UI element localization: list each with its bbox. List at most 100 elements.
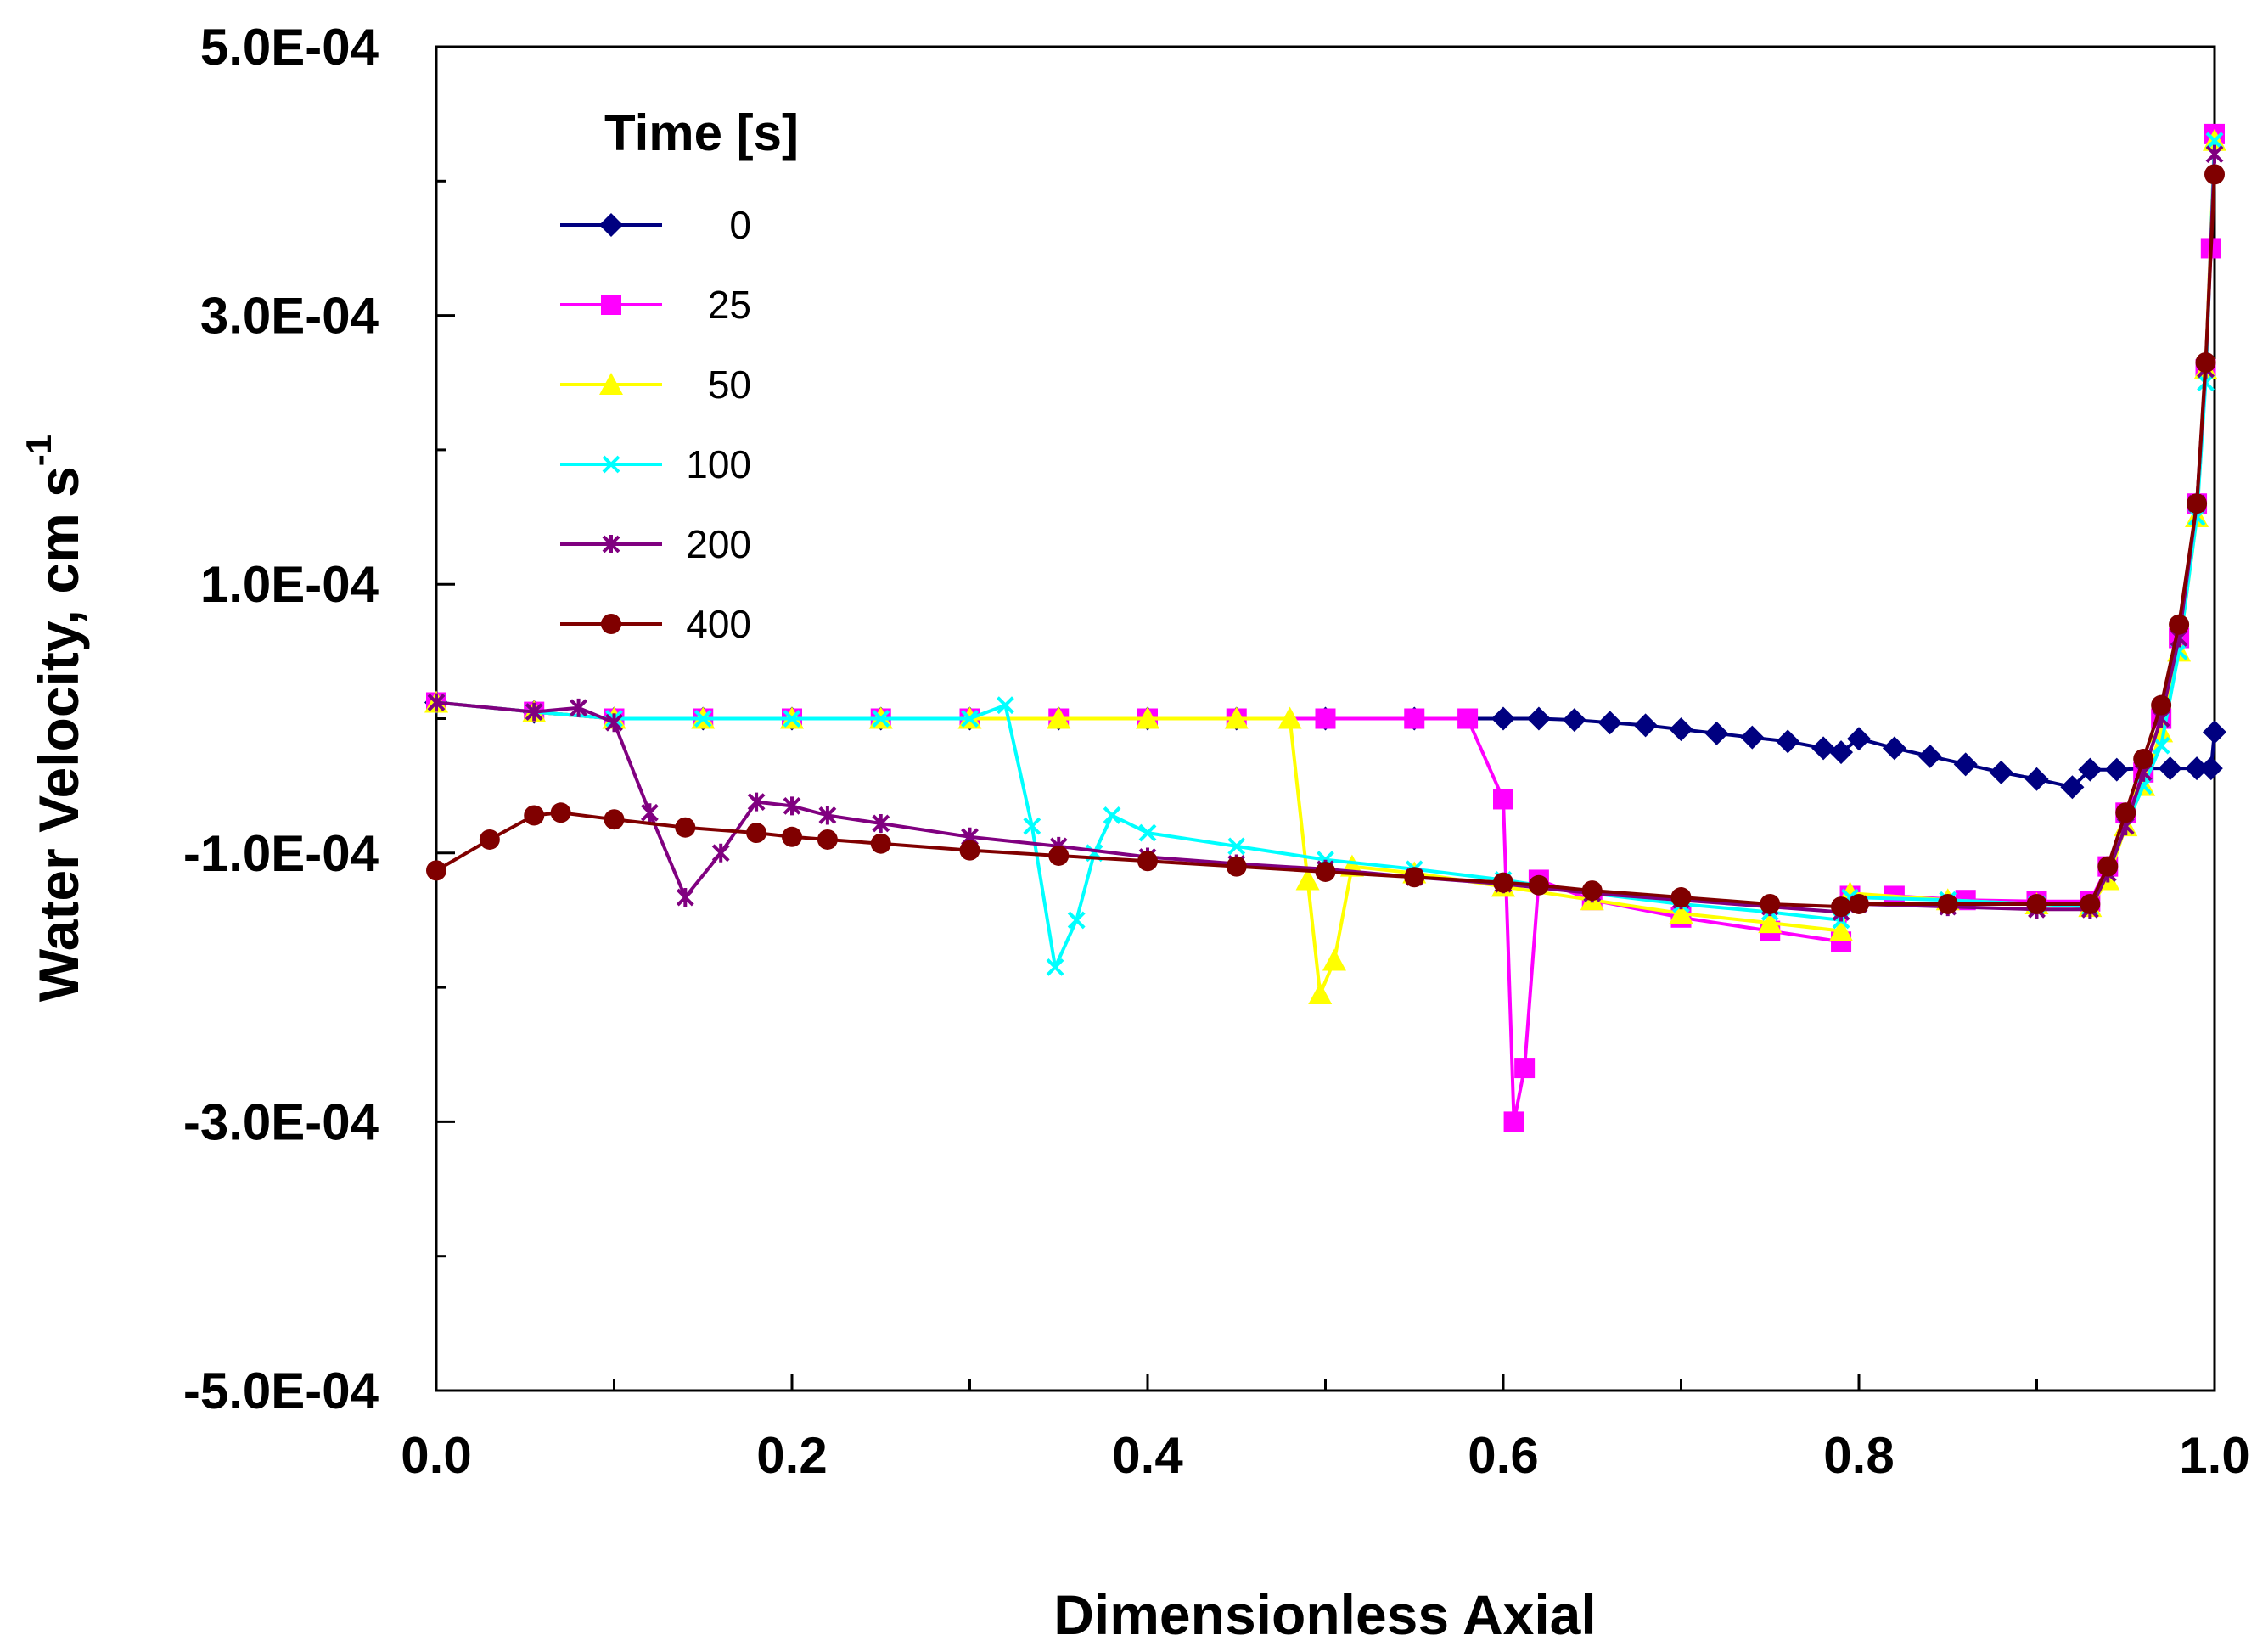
data-point-400 [2133, 748, 2154, 769]
data-point-100 [2205, 132, 2224, 150]
data-point-400 [1048, 845, 1070, 866]
data-point-200 [427, 693, 446, 712]
data-point-400 [1137, 851, 1158, 872]
data-point-50 [1669, 902, 1693, 924]
y-tick-label: -3.0E-04 [183, 1093, 379, 1150]
legend-title: Time [s] [604, 104, 799, 161]
data-point-0 [1847, 727, 1871, 751]
data-point-0 [1811, 736, 1836, 761]
data-point-0 [2198, 756, 2223, 781]
data-point-50 [1136, 706, 1159, 729]
data-point-0 [1829, 740, 1854, 765]
data-point-200 [872, 813, 890, 833]
axis-ticks [436, 45, 2038, 1392]
legend-item-0: 0 [560, 203, 751, 247]
data-point-400 [2204, 164, 2225, 185]
data-point-100 [1227, 837, 1246, 856]
legend-item-100: 100 [560, 442, 751, 486]
x-tick-labels: 0.0 0.2 0.4 0.6 0.8 1.0 [401, 1427, 2249, 1484]
data-point-400 [2080, 893, 2101, 914]
data-point-100 [1067, 911, 1086, 930]
data-point-100 [872, 710, 890, 728]
data-point-0 [1989, 760, 2013, 784]
data-point-100 [996, 696, 1014, 715]
legend-item-200: 200 [560, 522, 751, 566]
x-tick-label: 0.0 [401, 1427, 471, 1484]
legend-marker [601, 614, 621, 634]
data-point-0 [1740, 725, 1765, 750]
data-point-400 [1849, 893, 1869, 914]
data-point-0 [1562, 708, 1586, 733]
data-point-200 [783, 796, 801, 816]
x-tick-label: 0.4 [1112, 1427, 1183, 1484]
data-point-50 [1322, 948, 1346, 971]
data-point-200 [570, 698, 588, 717]
data-point-0 [1491, 706, 1515, 731]
legend-marker [599, 373, 623, 395]
data-point-400 [1528, 874, 1549, 896]
y-axis-title: Water Velocity, cm s-1 [19, 435, 90, 1002]
data-point-25 [1503, 1111, 1524, 1132]
data-point-0 [1776, 729, 1800, 754]
y-axis-title-superscript: -1 [19, 435, 59, 466]
legend-marker [602, 535, 620, 553]
data-point-200 [605, 713, 623, 733]
data-point-0 [1633, 713, 1658, 738]
data-point-200 [711, 843, 730, 863]
legend-label: 50 [708, 362, 751, 407]
data-point-400 [524, 805, 545, 826]
data-point-400 [1493, 872, 1513, 893]
legend-marker [601, 295, 621, 315]
data-point-400 [2026, 893, 2047, 914]
data-point-0 [2203, 720, 2226, 745]
x-tick-label: 0.8 [1823, 1427, 1894, 1484]
y-tick-label: 5.0E-04 [200, 19, 379, 76]
data-point-200 [2205, 144, 2224, 164]
data-point-400 [479, 829, 500, 850]
data-point-25 [1457, 708, 1479, 729]
data-point-400 [1315, 861, 1336, 882]
data-point-400 [817, 829, 838, 850]
series-line-400 [435, 174, 2216, 909]
data-point-0 [2104, 757, 2129, 782]
data-point-50 [1224, 706, 1249, 729]
data-point-50 [1308, 982, 1333, 1005]
data-point-0 [2060, 775, 2085, 800]
data-point-400 [1226, 856, 1247, 877]
data-point-100 [1023, 817, 1041, 835]
data-point-400 [1831, 896, 1852, 918]
data-point-0 [1882, 736, 1906, 761]
data-point-0 [1526, 706, 1551, 731]
data-point-0 [2158, 756, 2182, 781]
y-tick-labels: 5.0E-04 3.0E-04 1.0E-04 -1.0E-04 -3.0E-04 -5.… [183, 19, 379, 1419]
series-layer [424, 123, 2226, 1132]
data-point-400 [870, 833, 891, 854]
legend-label: 200 [686, 522, 751, 566]
data-point-200 [676, 888, 694, 907]
data-point-400 [2115, 802, 2136, 823]
legend-label: 0 [729, 203, 751, 247]
legend: Time [s] 0 25 50 100 200 400 [560, 104, 799, 646]
data-point-25 [1404, 708, 1425, 729]
data-point-0 [2078, 757, 2103, 782]
y-tick-label: -1.0E-04 [183, 825, 379, 882]
legend-marker [599, 213, 623, 237]
data-point-100 [1138, 823, 1157, 842]
data-point-25 [1493, 789, 1513, 810]
data-point-50 [1295, 868, 1320, 891]
data-point-100 [1103, 806, 1121, 824]
data-point-100 [783, 710, 801, 728]
data-point-0 [1704, 721, 1729, 745]
legend-label: 400 [686, 602, 751, 646]
data-point-400 [1937, 893, 1958, 914]
data-point-200 [640, 803, 659, 823]
data-point-400 [1670, 887, 1692, 908]
data-point-200 [525, 702, 543, 722]
y-axis-title-group: Water Velocity, cm s-1 [19, 435, 90, 1002]
data-point-0 [2185, 756, 2209, 781]
data-point-100 [693, 710, 712, 728]
data-point-400 [746, 823, 767, 844]
data-point-400 [426, 860, 446, 881]
legend-label: 25 [708, 283, 751, 327]
y-tick-label: 3.0E-04 [200, 288, 379, 345]
